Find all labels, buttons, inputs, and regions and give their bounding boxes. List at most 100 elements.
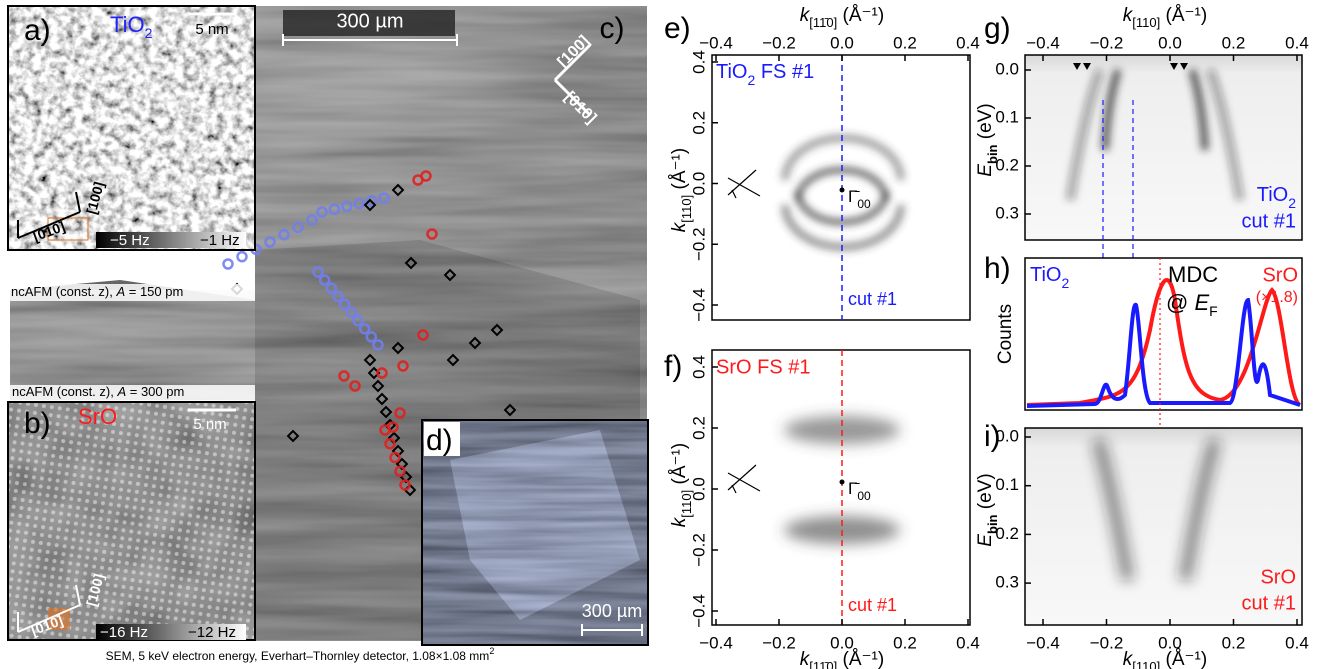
y-tick-label: −0.2 <box>689 533 708 567</box>
x-tick-label: 0.2 <box>893 633 917 652</box>
cut-label: cut #1 <box>1242 210 1296 232</box>
plot-title: SrO FS #1 <box>716 356 810 378</box>
panel-label: e) <box>664 12 691 45</box>
axis-sub: [110] <box>679 490 694 518</box>
ef-sub: F <box>1209 303 1218 319</box>
axis-sub: [110] <box>1132 659 1160 669</box>
material-base: TiO <box>110 12 145 37</box>
cut-label: cut #1 <box>1242 592 1296 614</box>
x-tick-label: 0.0 <box>830 33 854 52</box>
panel-label: c) <box>600 12 625 45</box>
axis-sub: bin <box>985 144 1000 164</box>
material: SrO <box>1262 264 1298 286</box>
panel-label: d) <box>426 424 453 457</box>
axis-sub: [11̄0] <box>809 15 837 30</box>
axis-sub: [110] <box>1132 15 1160 30</box>
axis-sub: [110] <box>679 195 694 223</box>
at: @ <box>1166 290 1194 315</box>
x-tick-label: 0.2 <box>893 33 917 52</box>
x-tick-label: −0.4 <box>699 33 733 52</box>
axis-label: k[110] (Å⁻¹) <box>1123 5 1207 30</box>
gamma-point <box>840 188 845 193</box>
colorbar-max: −1 Hz <box>200 232 240 249</box>
axis-unit: (Å⁻¹) <box>1160 649 1207 669</box>
axis-symbol: E <box>975 164 996 177</box>
caption-prefix: ncAFM (const. z), <box>11 284 116 299</box>
mdc-label: MDC <box>1168 262 1218 287</box>
x-tick-label: −0.2 <box>762 633 796 652</box>
sem-caption: SEM, 5 keV electron energy, Everhart–Tho… <box>106 646 495 663</box>
caption-symbol: A <box>115 284 125 299</box>
sem-caption-text: SEM, 5 keV electron energy, Everhart–Tho… <box>106 649 490 663</box>
y-tick-label: 0.4 <box>689 50 708 74</box>
panel-label: f) <box>664 350 682 383</box>
material-base: TiO <box>1257 184 1288 206</box>
x-tick-label: 0.0 <box>1158 33 1182 52</box>
colorbar-max: −12 Hz <box>188 624 236 641</box>
y-tick-label: −0.2 <box>689 227 708 261</box>
axis-label: k[11̄0] (Å⁻¹) <box>800 5 884 30</box>
axis-label: k[11̄0] (Å⁻¹) <box>800 649 884 669</box>
axis-unit: (eV) <box>975 473 996 514</box>
scale-label: 300 µm <box>336 10 403 32</box>
material: SrO <box>1260 566 1296 588</box>
panel-label: g) <box>984 12 1011 45</box>
scale-label: 5 nm <box>193 416 226 433</box>
ef-symbol: E <box>1194 290 1209 315</box>
material-sub: 2 <box>1288 195 1296 211</box>
marker <box>224 260 233 269</box>
x-tick-label: 0.4 <box>1285 33 1309 52</box>
caption-suffix: = 300 pm <box>126 384 184 399</box>
caption: ncAFM (const. z), A = 300 pm <box>12 384 184 399</box>
material-sub: 2 <box>1061 275 1069 291</box>
axis-unit: (eV) <box>975 103 996 144</box>
title-sub: 2 <box>747 72 755 88</box>
caption: ncAFM (const. z), A = 150 pm <box>11 284 183 299</box>
scale-factor: (×1.8) <box>1256 289 1298 306</box>
y-tick-label: 0.1 <box>995 475 1019 494</box>
scale-label: 300 µm <box>582 601 642 621</box>
gamma-sub: 00 <box>857 489 871 503</box>
y-tick-label: 0.0 <box>995 426 1019 445</box>
gamma-sub: 00 <box>857 197 871 211</box>
axis-unit: (Å⁻¹) <box>837 5 884 26</box>
y-tick-label: 0.3 <box>995 573 1019 592</box>
colorbar-min: −16 Hz <box>100 624 148 641</box>
material-base: TiO <box>1030 264 1061 286</box>
caption-suffix: = 150 pm <box>125 284 183 299</box>
y-tick-label: 0.1 <box>995 107 1019 126</box>
axis-sub: bin <box>985 514 1000 534</box>
marker <box>238 252 247 261</box>
y-tick-label: 0.2 <box>689 111 708 135</box>
x-tick-label: 0.4 <box>956 633 980 652</box>
material-sub: 2 <box>145 25 153 41</box>
gamma-point <box>840 480 845 485</box>
colorbar-min: −5 Hz <box>110 232 150 249</box>
y-tick-label: 0.0 <box>689 172 708 196</box>
axis-unit: (Å⁻¹) <box>837 649 884 669</box>
x-tick-label: 0.2 <box>1222 33 1246 52</box>
y-tick-label: 0.3 <box>995 203 1019 222</box>
y-axis-label: Counts <box>995 304 1016 364</box>
panel-label: b) <box>24 407 51 440</box>
sem-caption-sup: 2 <box>489 646 494 656</box>
cut-label: cut #1 <box>848 289 897 309</box>
caption-symbol: A <box>116 384 126 399</box>
title-rest: FS #1 <box>755 61 814 83</box>
axis-symbol: E <box>975 534 996 547</box>
x-tick-label: −0.2 <box>1090 633 1124 652</box>
axis-unit: (Å⁻¹) <box>1160 5 1207 26</box>
x-tick-label: −0.4 <box>699 633 733 652</box>
y-tick-label: −0.4 <box>689 594 708 628</box>
axis-unit: (Å⁻¹) <box>669 148 690 195</box>
x-tick-label: 0.4 <box>956 33 980 52</box>
material: SrO <box>78 404 117 429</box>
plot-frame <box>712 350 970 625</box>
x-tick-label: −0.2 <box>1090 33 1124 52</box>
scale-label: 5 nm <box>195 21 228 38</box>
x-tick-label: −0.4 <box>1026 33 1060 52</box>
x-tick-label: 0.4 <box>1285 633 1309 652</box>
plot-frame <box>712 55 970 320</box>
panel-label: a) <box>24 14 51 47</box>
axis-unit: (Å⁻¹) <box>669 443 690 490</box>
